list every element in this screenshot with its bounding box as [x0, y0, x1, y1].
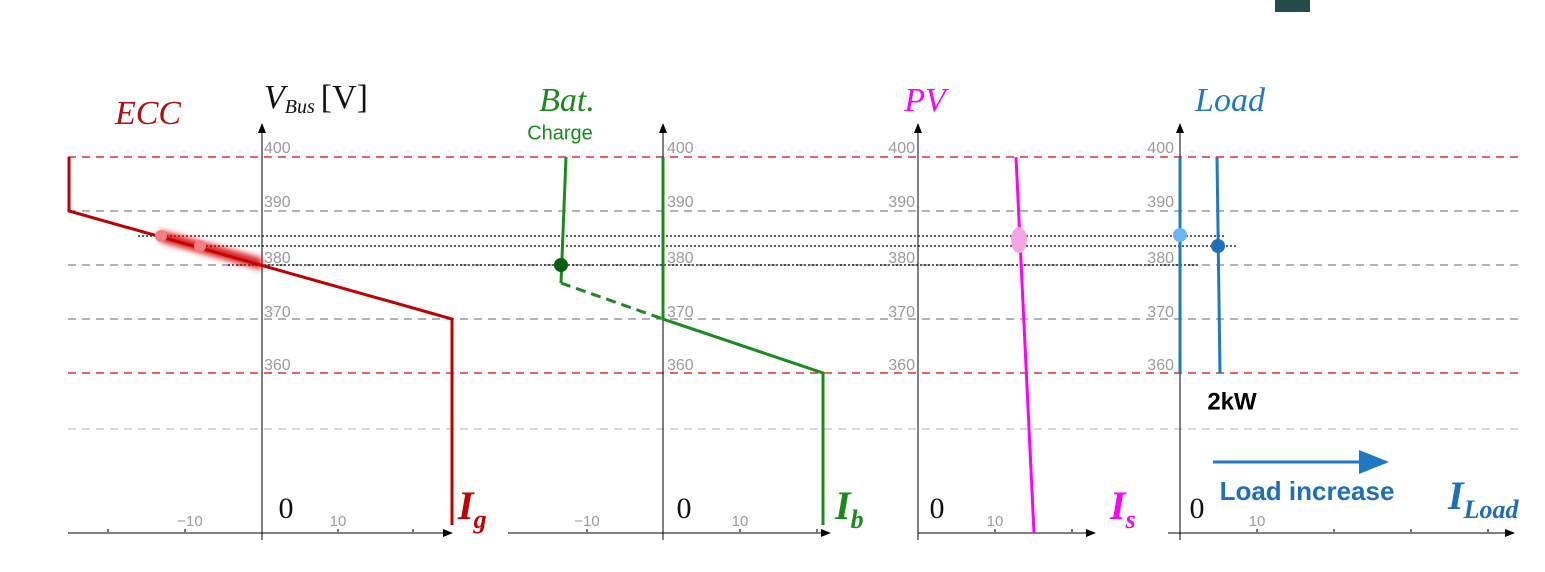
v-tick-label: 390 [264, 194, 291, 211]
v-tick-label: 390 [888, 194, 915, 211]
power-label: 2kW [1207, 388, 1257, 415]
op-point [1211, 239, 1225, 253]
ecc-curve [67, 157, 454, 525]
arrow-label: Load increase [1220, 476, 1395, 506]
corner-block [1275, 0, 1310, 12]
v-tick-label: 390 [667, 194, 694, 211]
panel-title: ECC [114, 95, 181, 132]
panel-title: PV [903, 82, 950, 119]
subscript: Load [1463, 495, 1520, 524]
v-tick-label: 370 [264, 304, 291, 321]
v-tick-label: 370 [888, 304, 915, 321]
symbol: I [834, 483, 852, 528]
v-tick-label: 370 [667, 304, 694, 321]
v-tick-label: 380 [1147, 250, 1174, 267]
v-tick-label: 360 [667, 357, 694, 374]
symbol: I [1109, 483, 1127, 528]
v-tick-label: 400 [1147, 140, 1174, 157]
i-tick-label: −10 [177, 513, 202, 530]
subscript: s [1125, 505, 1136, 534]
v-tick-label: 400 [888, 140, 915, 157]
band [160, 230, 262, 270]
op-point [155, 230, 167, 242]
v-tick-label: 400 [667, 140, 694, 157]
v-tick-label: 390 [1147, 194, 1174, 211]
i-tick-label: 10 [987, 513, 1004, 530]
pv-curve [1014, 156, 1036, 534]
i-tick-label: 10 [732, 513, 749, 530]
load-curve [1215, 156, 1222, 374]
bat-curve [661, 157, 825, 525]
symbol: I [457, 483, 475, 528]
panel-title: Load [1194, 82, 1266, 119]
i-tick-label: 10 [330, 513, 347, 530]
panel-title: Bat. [539, 82, 595, 119]
guides [68, 156, 1522, 430]
v-tick-label: 380 [888, 250, 915, 267]
v-tick-label: 380 [667, 250, 694, 267]
v-tick-label: 380 [264, 250, 291, 267]
axis-ticks [107, 529, 1489, 533]
v-tick-label: 370 [1147, 304, 1174, 321]
op-point [1173, 228, 1187, 242]
current-label: Is [1109, 483, 1136, 534]
v-tick-label: 360 [1147, 357, 1174, 374]
zero-label: 0 [279, 492, 294, 525]
op-point [554, 258, 568, 272]
zero-label: 0 [1190, 492, 1205, 525]
i-tick-label: 10 [1249, 513, 1266, 530]
v-tick-label: 360 [888, 357, 915, 374]
current-label: Ib [834, 483, 864, 534]
ecc-operating-band [160, 230, 262, 270]
current-label: ILoad [1447, 473, 1519, 524]
i-tick-label: −10 [574, 513, 599, 530]
v-axis-label: VBus [V] [264, 79, 368, 118]
op-point [194, 240, 206, 252]
zero-label: 0 [930, 492, 945, 525]
v-tick-label: 400 [264, 140, 291, 157]
subscript: Bus [285, 96, 315, 118]
subscript: b [851, 505, 864, 534]
current-label: Ig [457, 483, 487, 534]
v-tick-label: 360 [264, 357, 291, 374]
zero-label: 0 [677, 492, 692, 525]
bat-curve-dashed [560, 281, 664, 321]
panel-subtitle: Charge [527, 122, 593, 144]
op-point [1011, 227, 1027, 253]
subscript: g [473, 505, 487, 534]
unit: [V] [321, 79, 368, 116]
symbol: I [1447, 473, 1465, 518]
